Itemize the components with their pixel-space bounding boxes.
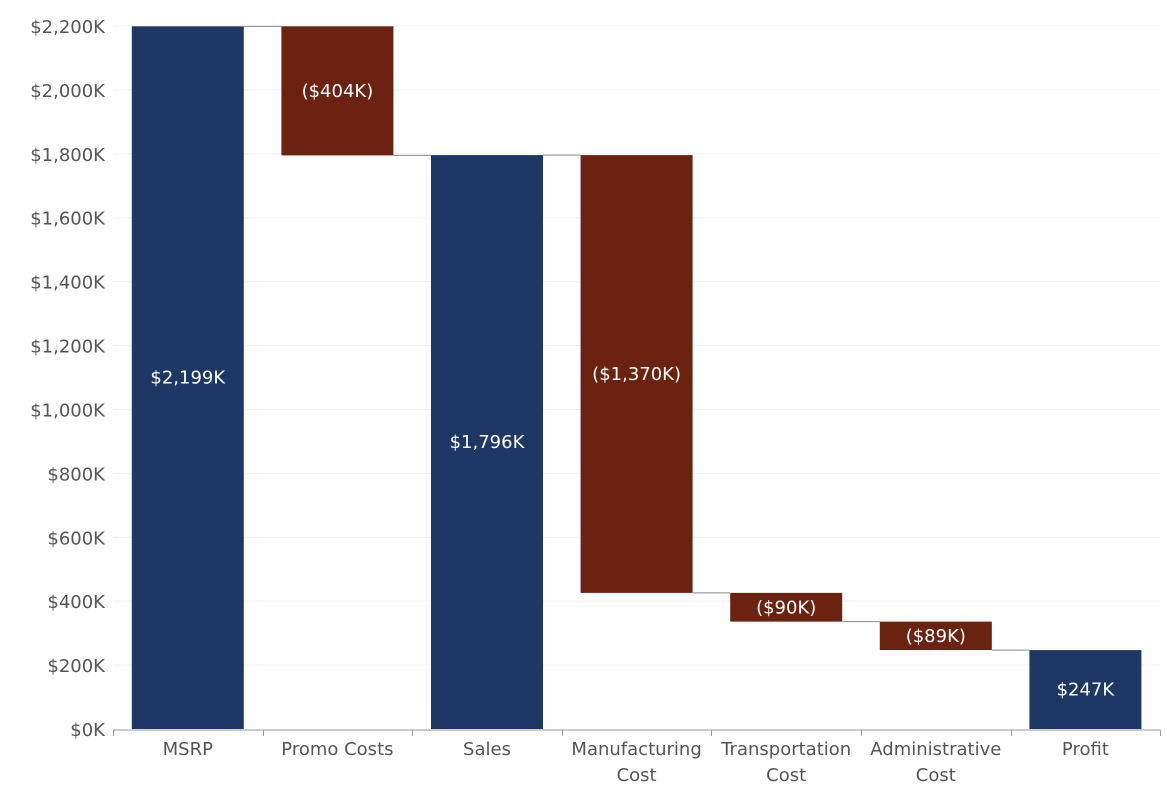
category-label: Transportation Cost [720,739,851,786]
data-label: ($89K) [906,626,966,647]
y-axis-tick-labels: $0K $200K $400K $600K $800K $1,000K $1,200K $1,… [30,17,106,741]
data-label: ($90K) [756,597,816,618]
y-tick-label: $600K [47,528,106,549]
category-label: Sales [463,739,511,760]
data-label: ($1,370K) [592,364,681,385]
category-label: Administrative Cost [870,739,1001,786]
decrease-bar [879,621,992,651]
category-label: Profit [1062,739,1109,760]
data-label: $247K [1057,680,1116,701]
y-tick-label: $2,000K [30,81,106,102]
total-bar [131,26,244,730]
connector-lines [243,25,1030,651]
decrease-bar [281,26,394,156]
y-tick-label: $2,200K [30,17,106,38]
y-tick-label: $1,200K [30,337,106,358]
y-tick-label: $0K [70,720,106,741]
y-tick-label: $1,600K [30,209,106,230]
data-label: ($404K) [302,81,374,102]
data-labels: $2,199K ($404K) $1,796K ($1,370K) ($90K) ($89… [150,81,1115,701]
y-tick-label: $800K [47,464,106,485]
y-tick-label: $1,800K [30,145,106,166]
category-label: Manufacturing Cost [571,739,701,786]
decrease-bar [580,155,693,593]
data-label: $1,796K [450,432,526,453]
total-bar [1029,650,1142,729]
decrease-bar [730,592,843,622]
total-bar [431,155,543,729]
y-tick-label: $400K [47,592,106,613]
category-label: Promo Costs [281,739,393,760]
x-axis [113,729,1161,736]
y-tick-label: $1,000K [30,400,106,421]
category-label: MSRP [163,739,213,760]
y-tick-label: $1,400K [30,273,106,294]
bars [131,26,1142,730]
category-labels: MSRP Promo Costs Sales Manufacturing Cost Tra… [163,739,1109,786]
y-tick-label: $200K [47,656,106,677]
data-label: $2,199K [150,368,226,389]
